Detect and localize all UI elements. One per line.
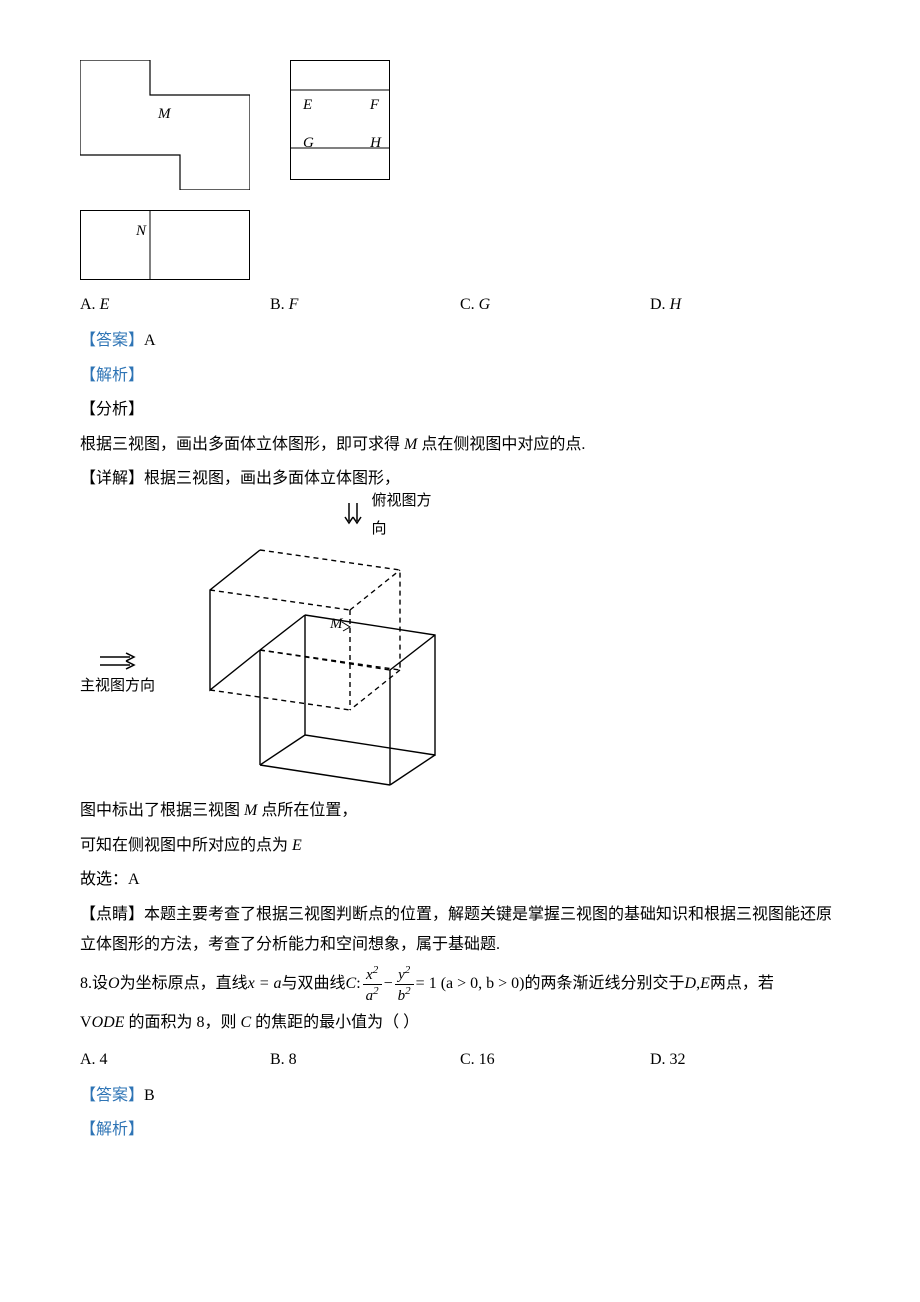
q7-option-B[interactable]: B. F (270, 290, 460, 320)
top-view-svg (80, 210, 250, 280)
q8-C: C (346, 969, 357, 999)
f2ns: 2 (405, 964, 411, 976)
q8-option-B[interactable]: B. 8 (270, 1045, 460, 1075)
opt-a-val: E (100, 296, 110, 313)
q8-answer: 【答案】B (80, 1081, 840, 1111)
q8-option-D[interactable]: D. 32 (650, 1045, 840, 1075)
arrow-right-icon (96, 650, 140, 672)
solid-diagram: 俯视图方向 主视图方向 (140, 500, 480, 790)
q8-E: E (700, 969, 710, 999)
fenxi-pre: 根据三视图，画出多面体立体图形，即可求得 (80, 436, 404, 453)
opt-b-prefix: B. (270, 296, 289, 313)
l1-M: M (244, 802, 257, 819)
q7-fenxi-label: 【分析】 (80, 395, 840, 425)
q8-l2-pre: V (80, 1014, 92, 1031)
q7-detail: 【详解】根据三视图，画出多面体立体图形， (80, 464, 840, 494)
q8-num: 8. (80, 969, 92, 999)
q7-dianjing: 【点睛】本题主要考查了根据三视图判断点的位置，解题关键是掌握三视图的基础知识和根… (80, 900, 840, 961)
q8-pre1: 设 (92, 969, 108, 999)
q8-l2-mid: 的面积为 8，则 (124, 1014, 240, 1031)
q7-option-A[interactable]: A. E (80, 290, 270, 320)
opt-c-prefix: C. (460, 296, 479, 313)
dj-text: 本题主要考查了根据三视图判断点的位置，解题关键是掌握三视图的基础知识和根据三视图… (80, 906, 832, 953)
f1ns: 2 (373, 964, 379, 976)
q8-option-A[interactable]: A. 4 (80, 1045, 270, 1075)
l2-E: E (292, 837, 302, 854)
f2ds: 2 (405, 985, 411, 997)
q7-answer: 【答案】A (80, 326, 840, 356)
fenxi-post: 点在侧视图中对应的点. (417, 436, 585, 453)
q7-option-D[interactable]: D. H (650, 290, 840, 320)
q8-stem-line2: VODE 的面积为 8，则 C 的焦距的最小值为（ ） (80, 1008, 840, 1038)
l1-post: 点所在位置， (257, 802, 357, 819)
f1n: x (366, 967, 373, 983)
q8-l2-post: 的焦距的最小值为（ ） (251, 1014, 419, 1031)
q8-t2: 与双曲线 (282, 969, 346, 999)
q7-line1: 图中标出了根据三视图 M 点所在位置， (80, 796, 840, 826)
q7-fenxi-text: 根据三视图，画出多面体立体图形，即可求得 M 点在侧视图中对应的点. (80, 430, 840, 460)
q8-ODE: ODE (92, 1014, 125, 1031)
top-view: N (80, 210, 250, 280)
label-G: G (303, 129, 314, 158)
q8-t4: 两点，若 (710, 969, 774, 999)
l1-pre: 图中标出了根据三视图 (80, 802, 244, 819)
q8-t3: 的两条渐近线分别交于 (525, 969, 685, 999)
label-F: F (370, 91, 379, 120)
opt-b-val: F (289, 296, 299, 313)
q8-stem-line1: 8. 设 O 为坐标原点，直线 x = a 与双曲线 C : x2 a2 − y… (80, 964, 840, 1004)
q8-colon: : (356, 969, 360, 999)
q8-C2: C (240, 1014, 251, 1031)
label-N: N (136, 217, 146, 246)
q8-answer-value: B (144, 1087, 155, 1104)
q8-options: A. 4 B. 8 C. 16 D. 32 (80, 1045, 840, 1075)
solid-svg: M (140, 500, 480, 790)
label-H: H (370, 129, 381, 158)
detail-text: 根据三视图，画出多面体立体图形， (144, 470, 400, 487)
q8-D: D (685, 969, 697, 999)
opt-d-val: H (670, 296, 682, 313)
answer-value: A (144, 332, 156, 349)
fenxi-M: M (404, 436, 417, 453)
l2-pre: 可知在侧视图中所对应的点为 (80, 837, 292, 854)
dj-label: 【点睛】 (80, 906, 144, 923)
side-view-svg (290, 60, 390, 180)
q7-line3: 故选：A (80, 865, 840, 895)
q8-eq1: = 1 (a > 0, b > 0) (416, 969, 525, 999)
answer-label: 【答案】 (80, 332, 144, 349)
q8-answer-label: 【答案】 (80, 1087, 144, 1104)
q7-line2: 可知在侧视图中所对应的点为 E (80, 831, 840, 861)
q8-t1: 为坐标原点，直线 (120, 969, 248, 999)
opt-c-val: G (479, 296, 491, 313)
q7-analysis-label: 【解析】 (80, 361, 840, 391)
q8-option-C[interactable]: C. 16 (460, 1045, 650, 1075)
label-E: E (303, 91, 312, 120)
f1ds: 2 (373, 985, 379, 997)
q7-options: A. E B. F C. G D. H (80, 290, 840, 320)
opt-d-prefix: D. (650, 296, 670, 313)
detail-label: 【详解】 (80, 470, 144, 487)
three-views-row-1: M E F G H (80, 60, 840, 190)
q8-O: O (108, 969, 120, 999)
q8-minus: − (384, 969, 393, 999)
opt-a-prefix: A. (80, 296, 100, 313)
label-M: M (158, 100, 171, 129)
frac-icon: x2 a2 (363, 964, 382, 1004)
solid-label-M: M (329, 616, 344, 632)
f2n: y (398, 967, 405, 983)
q8-analysis-label: 【解析】 (80, 1115, 840, 1145)
frac-icon-2: y2 b2 (395, 964, 414, 1004)
side-view: E F G H (290, 60, 390, 180)
q7-option-C[interactable]: C. G (460, 290, 650, 320)
q8-xa: x = a (248, 969, 282, 999)
front-view: M (80, 60, 250, 190)
